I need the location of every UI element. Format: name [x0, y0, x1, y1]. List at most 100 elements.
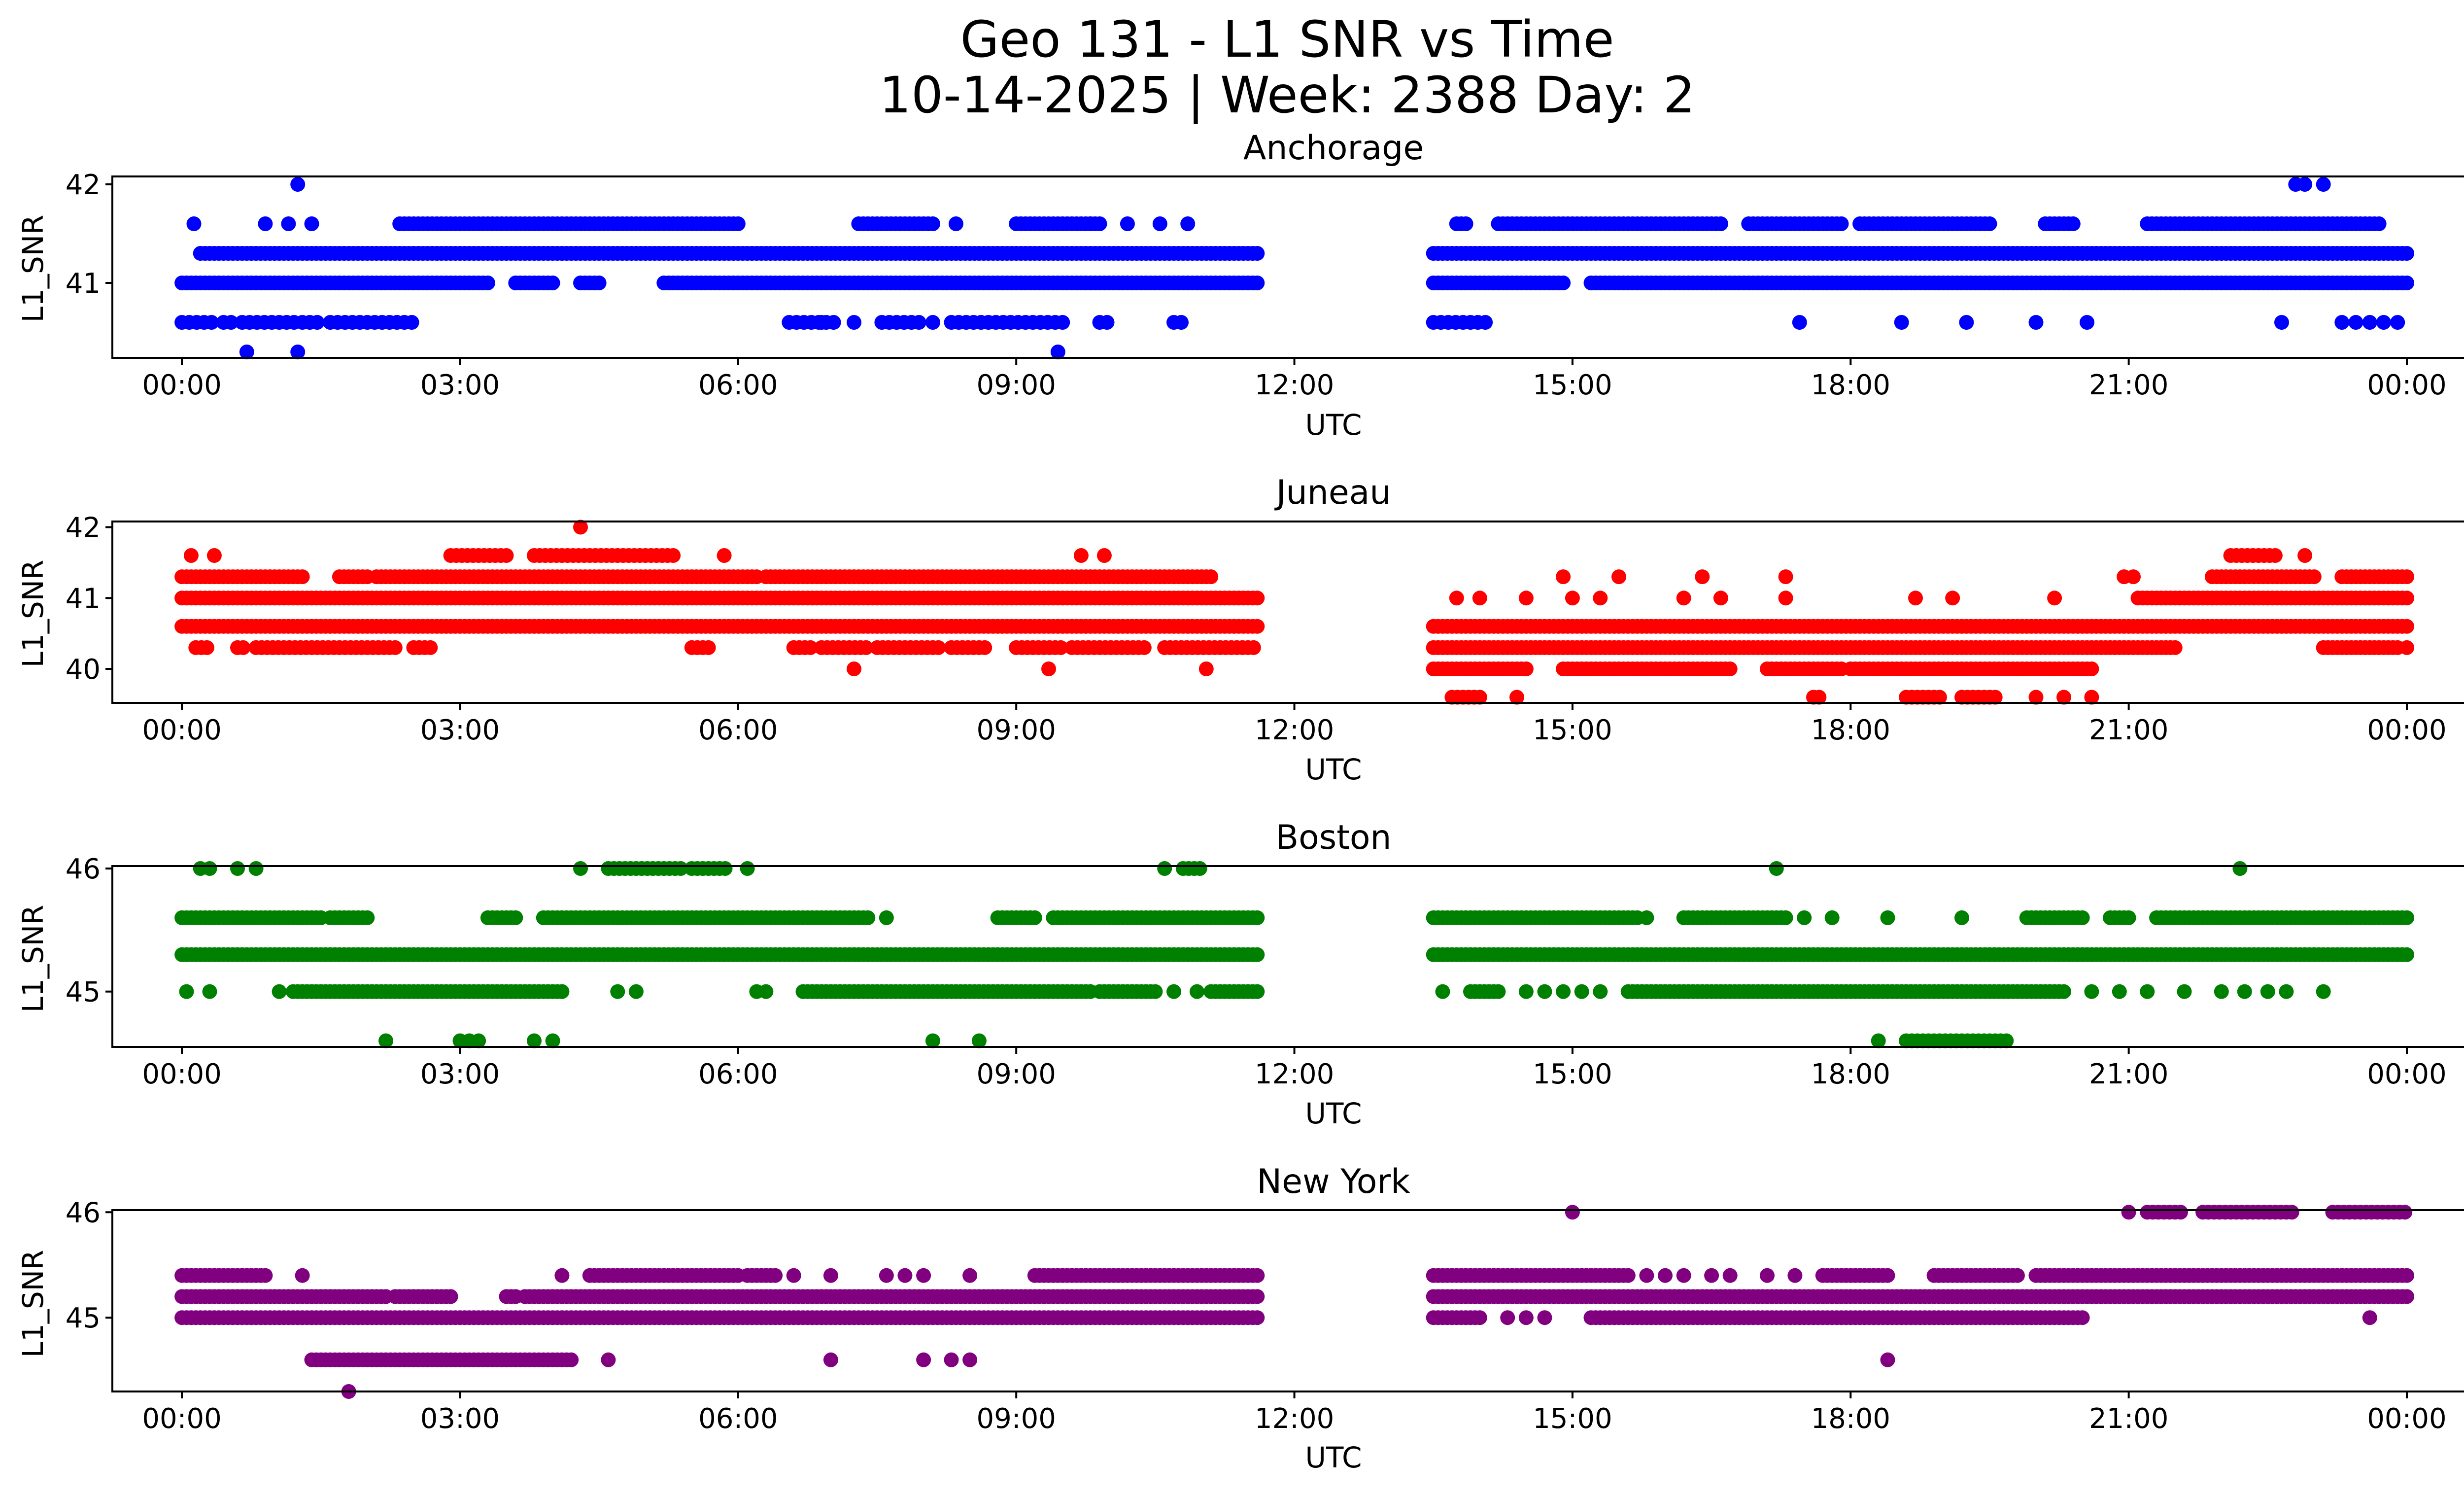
- data-point: [545, 276, 560, 290]
- data-point: [202, 984, 217, 999]
- data-point: [1166, 984, 1181, 999]
- y-tick-label: 42: [66, 512, 101, 544]
- data-point: [2056, 984, 2071, 999]
- panel-title: Juneau: [1274, 473, 1391, 512]
- x-tick-label: 09:00: [976, 714, 1056, 746]
- x-tick-label: 03:00: [420, 1058, 500, 1090]
- data-point: [1120, 216, 1135, 231]
- x-tick-label: 18:00: [1811, 369, 1890, 401]
- x-tick-label: 06:00: [698, 714, 778, 746]
- data-point: [2399, 569, 2414, 585]
- data-point: [2121, 910, 2136, 925]
- y-tick-label: 41: [66, 268, 101, 300]
- x-tick-label: 12:00: [1255, 369, 1334, 401]
- data-point: [768, 1268, 783, 1283]
- data-point: [628, 984, 644, 999]
- x-tick-label: 00:00: [2367, 1058, 2446, 1090]
- data-point: [860, 910, 876, 925]
- data-point: [1250, 276, 1265, 290]
- data-point: [730, 216, 746, 231]
- data-point: [199, 640, 214, 655]
- data-point: [2274, 315, 2289, 330]
- data-point: [2084, 661, 2099, 676]
- data-point: [1894, 315, 1909, 330]
- panel-boston: Boston 00:00 03:00 06:00 09:00 12:00 15:00 18:…: [16, 818, 2464, 1130]
- x-tick-label: 00:00: [2367, 369, 2446, 401]
- data-point: [223, 315, 239, 330]
- data-point: [931, 640, 946, 655]
- data-point: [758, 984, 774, 999]
- data-point: [1152, 216, 1167, 231]
- figure-title-line2: 10-14-2025 | Week: 2388 Day: 2: [879, 66, 1695, 125]
- data-point: [2399, 1268, 2414, 1283]
- data-point: [1250, 947, 1265, 962]
- y-tick-label: 40: [66, 654, 101, 686]
- x-tick-label: 00:00: [2367, 714, 2446, 746]
- data-point: [1676, 591, 1691, 606]
- x-tick-label: 12:00: [1255, 714, 1334, 746]
- data-point: [1073, 548, 1089, 563]
- data-point: [1157, 861, 1172, 876]
- data-point: [717, 548, 732, 563]
- data-point: [309, 315, 325, 330]
- data-point: [1565, 591, 1580, 606]
- figure-title-line1: Geo 131 - L1 SNR vs Time: [960, 10, 1614, 69]
- data-point: [360, 910, 375, 925]
- data-point: [2279, 984, 2294, 999]
- data-point: [826, 315, 841, 330]
- data-point: [272, 984, 287, 999]
- points-layer: [174, 1205, 2414, 1399]
- panel-anchorage: Anchorage 00:00 03:00 06:00 09:00 12:00 15:00…: [16, 129, 2464, 442]
- data-point: [740, 861, 755, 876]
- data-point: [1954, 910, 1969, 925]
- data-point: [847, 661, 861, 676]
- data-point: [1250, 910, 1265, 925]
- data-point: [1518, 591, 1534, 606]
- data-point: [2371, 216, 2387, 231]
- x-tick-label: 00:00: [142, 714, 221, 746]
- data-point: [423, 640, 438, 655]
- y-tick-label: 45: [66, 976, 101, 1008]
- data-point: [404, 315, 419, 330]
- data-point: [573, 861, 588, 876]
- y-axis-label: L1_SNR: [16, 215, 50, 323]
- data-point: [206, 548, 222, 563]
- data-point: [1556, 984, 1571, 999]
- data-point: [1491, 984, 1506, 999]
- data-point: [2065, 216, 2081, 231]
- data-point: [1203, 569, 1219, 585]
- data-point: [1778, 569, 1793, 585]
- data-point: [1908, 591, 1923, 606]
- points-layer: [174, 520, 2414, 705]
- panel-title: New York: [1257, 1162, 1410, 1201]
- data-point: [2237, 984, 2252, 999]
- data-point: [1778, 591, 1793, 606]
- data-point: [814, 315, 829, 330]
- data-point: [193, 246, 208, 261]
- data-point: [183, 548, 199, 563]
- data-point: [236, 640, 251, 655]
- data-point: [1824, 910, 1840, 925]
- x-tick-label: 15:00: [1533, 714, 1612, 746]
- data-point: [2399, 246, 2414, 261]
- data-point: [2399, 910, 2414, 925]
- data-point: [258, 216, 273, 231]
- data-point: [2399, 276, 2414, 290]
- y-axis-label: L1_SNR: [16, 905, 50, 1013]
- data-point: [948, 216, 963, 231]
- data-point: [2399, 947, 2414, 962]
- data-point: [1620, 1268, 1636, 1283]
- data-point: [2390, 315, 2405, 330]
- data-point: [1449, 591, 1464, 606]
- data-point: [2267, 548, 2283, 563]
- data-point: [1192, 861, 1207, 876]
- data-point: [1982, 216, 1997, 231]
- data-point: [2297, 177, 2313, 192]
- data-point: [1722, 661, 1738, 676]
- data-point: [1096, 548, 1112, 563]
- data-point: [290, 345, 306, 359]
- data-point: [2260, 984, 2275, 999]
- data-point: [1556, 276, 1571, 290]
- data-point: [2140, 984, 2155, 999]
